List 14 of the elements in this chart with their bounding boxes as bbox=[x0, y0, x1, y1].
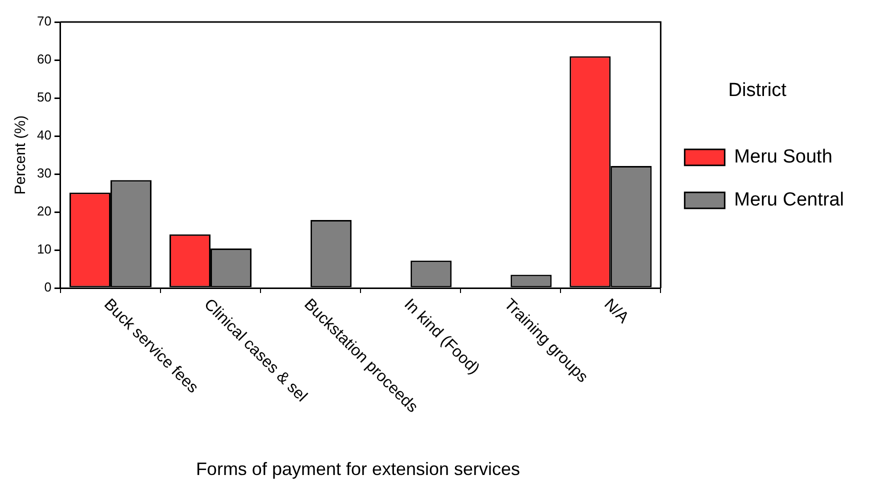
y-tick-label: 20 bbox=[36, 204, 52, 219]
y-tick-label: 70 bbox=[36, 14, 52, 29]
y-tick-label: 60 bbox=[36, 52, 52, 67]
x-tick-label: N/A bbox=[600, 296, 632, 328]
y-axis-title: Percent (%) bbox=[12, 115, 30, 195]
legend-label: Meru South bbox=[734, 146, 832, 168]
x-axis-title: Forms of payment for extension services bbox=[196, 458, 520, 479]
legend-title: District bbox=[728, 80, 788, 101]
y-tick-label: 0 bbox=[44, 280, 52, 295]
y-tick-label: 40 bbox=[36, 128, 52, 143]
y-tick-label: 30 bbox=[36, 166, 52, 181]
legend-label: Meru Central bbox=[734, 190, 844, 211]
y-tick-label: 10 bbox=[36, 242, 52, 257]
y-tick-label: 50 bbox=[36, 90, 52, 105]
